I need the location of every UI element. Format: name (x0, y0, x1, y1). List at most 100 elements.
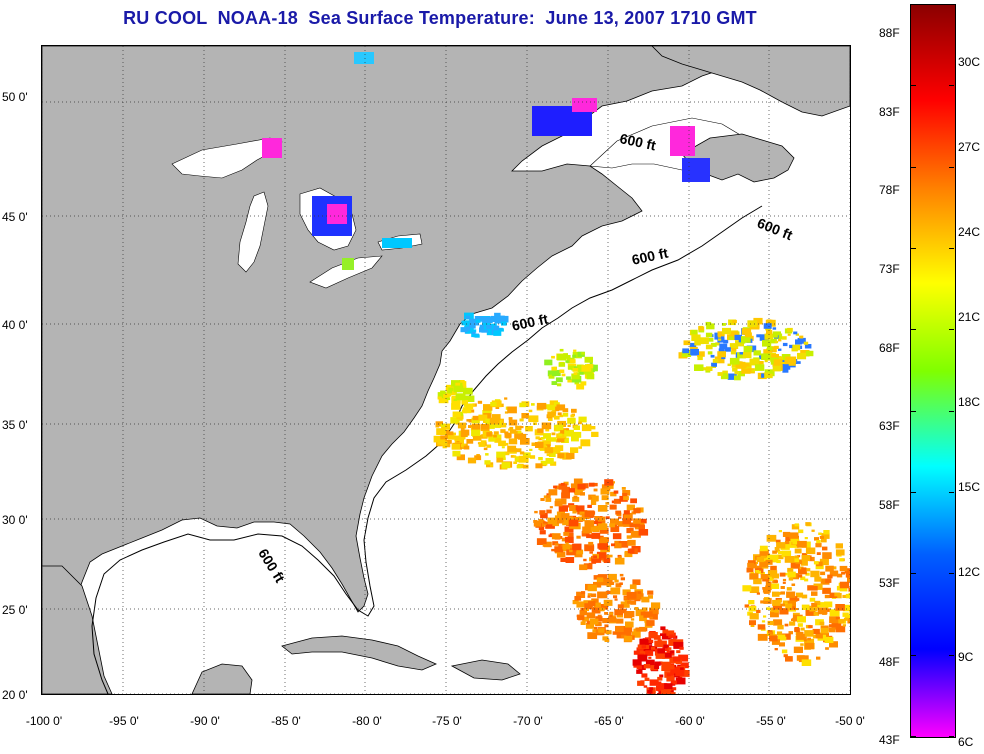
sst-pixel (591, 593, 597, 598)
sst-pixel (607, 573, 617, 581)
sst-pixel (572, 351, 582, 359)
sst-pixel (574, 489, 583, 496)
sst-pixel (800, 576, 806, 581)
sst-pixel (835, 543, 843, 549)
sst-pixel (782, 581, 786, 584)
sst-pixel (622, 518, 631, 525)
lake-erie (309, 255, 383, 289)
sst-pixel (772, 327, 777, 330)
sst-pixel (549, 506, 553, 509)
sst-pixel (561, 373, 566, 377)
sst-pixel (535, 442, 544, 448)
sst-pixel (593, 581, 602, 588)
sst-pixel (829, 641, 838, 648)
sst-pixel (600, 604, 609, 610)
sst-pixel (805, 572, 810, 576)
sst-pixel (546, 494, 551, 498)
sst-pixel (772, 599, 781, 606)
sst-pixel (824, 601, 833, 608)
sst-pixel (803, 341, 809, 345)
sst-pixel (435, 421, 443, 427)
sst-pixel (548, 374, 555, 379)
sst-pixel (564, 429, 574, 437)
sst-pixel (437, 396, 442, 400)
sst-pixel (749, 573, 759, 580)
sst-pixel (784, 623, 789, 627)
cb-label-43f: 43F (879, 733, 900, 747)
sst-pixel (710, 342, 717, 347)
sst-pixel (633, 664, 638, 668)
sst-pixel (776, 631, 783, 635)
sst-pixel (637, 591, 642, 594)
sst-pixel (797, 623, 803, 627)
sst-pixel (622, 493, 628, 497)
sst-pixel (834, 592, 840, 597)
sst-pixel (554, 445, 564, 451)
sst-pixel (666, 675, 675, 682)
sst-pixel (520, 426, 524, 429)
sst-pixel (786, 591, 796, 598)
sst-pixel (761, 620, 766, 623)
sst-pixel (451, 443, 460, 450)
sst-pixel (570, 359, 576, 363)
sst-pixel (641, 673, 648, 678)
sst-pixel (469, 330, 475, 334)
sst-pixel (777, 554, 784, 560)
labrador-land (651, 46, 850, 117)
sst-pixel (536, 538, 547, 545)
sst-pixel (663, 644, 669, 649)
sst-pixel (554, 546, 564, 553)
sst-pixel (541, 437, 545, 440)
sst-pixel (762, 587, 771, 593)
sst-pixel (576, 364, 584, 370)
depth-contour-600ft (91, 205, 763, 694)
sst-pixel (567, 533, 574, 538)
sst-pixel (623, 512, 633, 519)
sst-pixel (815, 542, 822, 548)
sst-pixel (525, 426, 533, 432)
sst-pixel (471, 333, 477, 338)
sst-pixel (633, 508, 641, 514)
sst-pixel (597, 591, 607, 599)
sst-pixel (561, 437, 569, 443)
sst-pixel (508, 438, 518, 445)
sst-pixel (788, 360, 796, 366)
sst-pixel (615, 510, 622, 515)
sst-pixel (555, 424, 564, 431)
sst-pixel (609, 504, 617, 510)
sst-pixel (667, 688, 672, 692)
sst-pixel (588, 496, 592, 500)
colorbar-tick (911, 85, 916, 86)
sst-pixel (760, 571, 765, 575)
sst-pixel (706, 323, 715, 330)
sst-pixel (551, 432, 556, 436)
sst-pixel (666, 630, 675, 636)
sst-map[interactable] (42, 46, 850, 694)
sst-pixel (786, 542, 792, 547)
cb-label-53f: 53F (879, 576, 900, 590)
sst-pixel (747, 368, 755, 374)
sst-pixel (754, 567, 764, 574)
colorbar-tick (949, 4, 954, 5)
sst-pixel (741, 367, 751, 374)
colorbar-tick (911, 329, 916, 330)
sst-pixel (450, 417, 460, 424)
sst-pixel (774, 648, 778, 651)
sst-pixel (564, 536, 574, 543)
sst-pixel (578, 446, 582, 449)
sst-pixel (805, 350, 814, 357)
sst-pixel (581, 364, 591, 372)
sst-pixel (764, 360, 768, 363)
sst-pixel (557, 420, 566, 427)
sst-pixel (536, 402, 547, 410)
sst-pixel (732, 367, 738, 372)
sst-pixel (601, 495, 609, 501)
sst-pixel (565, 557, 575, 563)
sst-pixel (748, 600, 755, 605)
sst-pixel (556, 383, 562, 387)
sst-pixel (576, 591, 586, 598)
sst-pixel (776, 358, 781, 361)
sst-pixel (780, 591, 785, 595)
sst-pixel (792, 539, 800, 545)
sst-pixel (798, 568, 807, 575)
